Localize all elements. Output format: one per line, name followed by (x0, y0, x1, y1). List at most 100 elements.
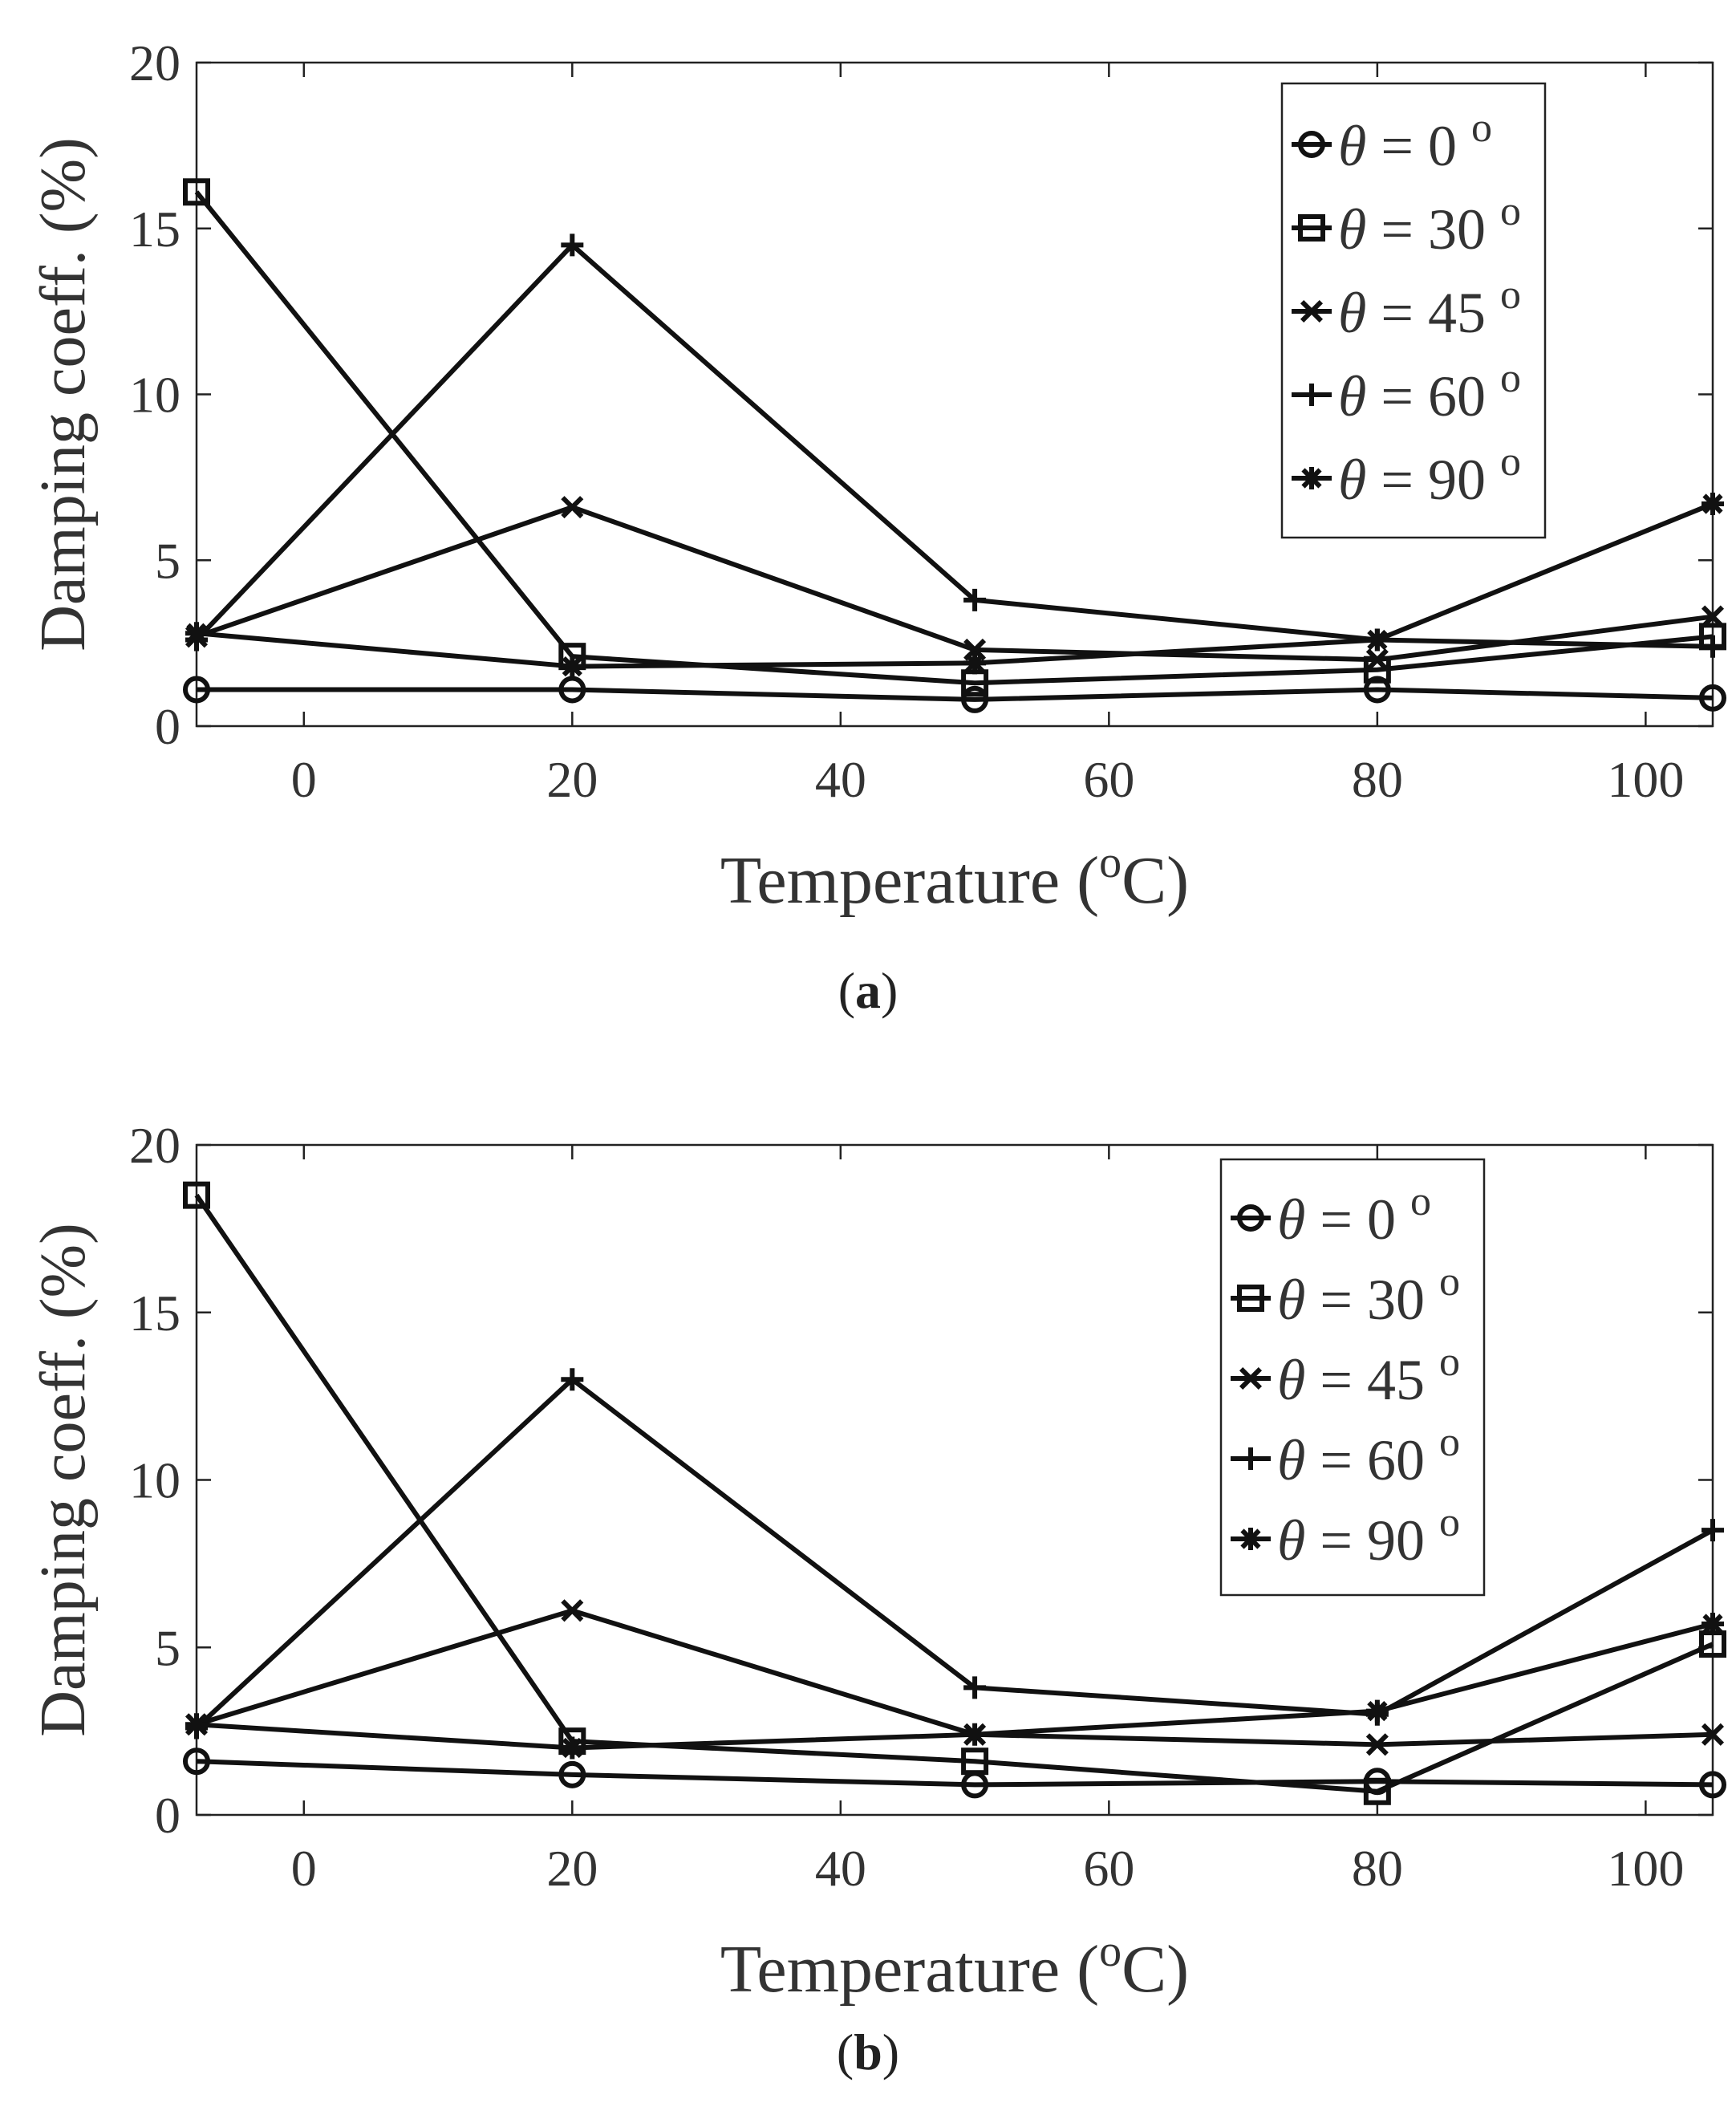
legend-entry-label: θ = 90 o (1277, 1500, 1460, 1573)
data-point-x (561, 496, 584, 519)
y-tick-label: 20 (129, 1117, 180, 1174)
series-line (194, 1377, 1714, 1730)
data-point-asterisk (561, 655, 584, 678)
legend-marker-asterisk (1300, 467, 1323, 489)
x-tick-label: 60 (1083, 1840, 1134, 1897)
data-point-plus (963, 588, 987, 611)
y-tick-label: 0 (155, 1787, 180, 1844)
chart-a: 0 20 40 60 80 100 0 5 10 15 20 Temperature (oC) Damp… (28, 35, 1726, 918)
data-point-circle (183, 1748, 210, 1776)
x-axis-title: Temperature (oC) (720, 838, 1189, 918)
caption-open: ( (836, 2024, 854, 2080)
legend-marker-circle (1237, 1204, 1264, 1232)
caption-close: ) (881, 962, 898, 1019)
series-line (197, 687, 1714, 702)
legend-entry-label: θ = 30 o (1277, 1259, 1460, 1332)
x-axis-title: Temperature (oC) (720, 1926, 1189, 2007)
data-point-asterisk (1365, 1699, 1389, 1723)
y-tick-label: 0 (155, 698, 180, 755)
legend-marker-plus (1239, 1447, 1262, 1470)
legend-marker-square (1237, 1285, 1264, 1312)
x-tick-label: 100 (1607, 751, 1684, 808)
data-point-circle (558, 1760, 586, 1788)
legend-entry-label: θ = 45 o (1277, 1339, 1460, 1412)
caption-close: ) (882, 2024, 900, 2080)
legend-entry-label: θ = 60 o (1277, 1419, 1460, 1492)
x-tick-label: 100 (1607, 1840, 1684, 1897)
legend-marker-circle (1298, 131, 1325, 158)
data-point-square (183, 1181, 210, 1209)
data-point-x (1701, 605, 1725, 628)
figure-panel-b: 0 20 40 60 80 100 0 5 10 15 20 Temperature (oC) Damp… (0, 1062, 1736, 2123)
y-tick-label: 5 (155, 1619, 180, 1676)
data-point-asterisk (561, 1736, 584, 1760)
series-square (183, 1181, 1726, 1805)
x-tick-label: 80 (1352, 751, 1403, 808)
data-point-asterisk (1702, 1613, 1724, 1636)
series-line (196, 1608, 1714, 1748)
data-point-circle (1699, 1771, 1726, 1799)
y-axis-title: Damping coeff. (%) (28, 137, 99, 652)
legend-marker-asterisk (1239, 1528, 1262, 1550)
caption-letter: a (855, 962, 881, 1019)
x-tick-label: 80 (1352, 1840, 1403, 1897)
legend-entry-label: θ = 60 o (1338, 355, 1521, 428)
legend-marker-x (1239, 1366, 1263, 1390)
data-point-asterisk (963, 1723, 987, 1746)
data-point-x (561, 1599, 584, 1622)
data-point-asterisk (1365, 628, 1389, 652)
series-line (194, 190, 1714, 686)
legend-entry-label: θ = 90 o (1338, 439, 1521, 512)
legend-entry-label: θ = 0 o (1338, 105, 1492, 178)
data-point-circle (1699, 684, 1726, 712)
caption-letter: b (854, 2024, 882, 2080)
data-point-plus (1702, 1519, 1724, 1542)
data-point-asterisk (185, 622, 208, 645)
x-tick-label: 40 (815, 751, 866, 808)
series-line (196, 1759, 1714, 1788)
series-square (183, 178, 1726, 697)
data-point-plus (561, 1368, 584, 1391)
data-point-x (1365, 648, 1389, 672)
data-point-x (1701, 1723, 1725, 1746)
x-tick-label: 60 (1083, 751, 1134, 808)
series-circle (183, 676, 1726, 713)
data-point-square (961, 1748, 989, 1776)
y-tick-label: 5 (155, 532, 180, 589)
series-x (185, 1599, 1725, 1756)
chart-b: 0 20 40 60 80 100 0 5 10 15 20 Temperature (oC) Damp… (28, 1117, 1726, 2007)
legend-entry-label: θ = 45 o (1338, 272, 1521, 345)
x-tick-label: 40 (815, 1840, 866, 1897)
y-tick-label: 20 (129, 35, 180, 91)
legend-entry-label: θ = 30 o (1338, 189, 1521, 262)
legend-marker-plus (1300, 384, 1323, 406)
y-tick-label: 10 (129, 367, 180, 424)
caption-open: ( (838, 962, 855, 1019)
series-asterisk (185, 492, 1724, 678)
data-point-square (1363, 1777, 1391, 1805)
x-tick-label: 0 (291, 751, 317, 808)
data-point-asterisk (1702, 492, 1724, 515)
data-point-asterisk (185, 1713, 208, 1736)
data-point-circle (183, 676, 210, 704)
plot-area-frame (195, 1143, 1714, 1817)
legend-marker-square (1298, 214, 1325, 242)
data-point-square (183, 178, 210, 206)
series-asterisk (185, 1613, 1724, 1760)
y-tick-label: 15 (129, 1285, 180, 1342)
figure-panel-a: 0 20 40 60 80 100 0 5 10 15 20 Temperature (oC) Damp… (28, 35, 1726, 1019)
x-tick-label: 20 (546, 1840, 598, 1897)
data-point-plus (963, 1676, 987, 1699)
y-tick-label: 10 (129, 1452, 180, 1509)
series-circle (183, 1748, 1726, 1799)
data-point-plus (1702, 635, 1724, 658)
data-point-asterisk (963, 652, 987, 675)
series-line (194, 1193, 1714, 1794)
legend-entry-label: θ = 0 o (1277, 1179, 1431, 1252)
data-point-circle (1363, 676, 1391, 704)
data-point-circle (961, 685, 989, 713)
y-axis-title: Damping coeff. (%) (28, 1223, 99, 1737)
x-tick-label: 20 (546, 751, 598, 808)
data-point-x (1365, 1733, 1389, 1756)
x-tick-label: 0 (291, 1840, 317, 1897)
